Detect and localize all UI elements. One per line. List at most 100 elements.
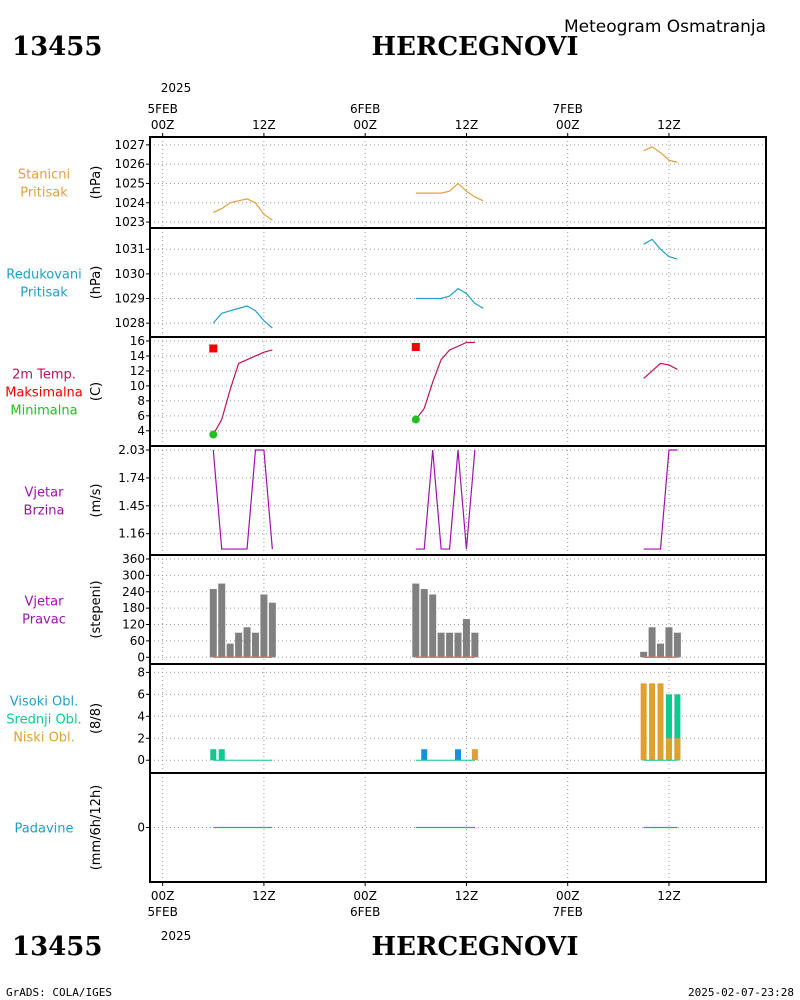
y-tick-label: 1026 [114, 157, 145, 171]
y-tick-label: 8 [137, 665, 145, 679]
footer-station-id: 13455 [12, 932, 102, 962]
wind-dir-bar [640, 651, 648, 658]
wind-dir-bar [665, 627, 673, 658]
series-line-pressure [643, 146, 678, 163]
panel-label-wind_dir: Pravac [22, 613, 66, 628]
y-tick-label: 4 [137, 709, 145, 723]
top-time-label: 12Z [252, 118, 276, 132]
top-time-label: 00Z [353, 118, 377, 132]
bottom-time-label: 7FEB [553, 905, 583, 919]
header-station-id: 13455 [12, 32, 102, 62]
y-tick-label: 6 [137, 687, 145, 701]
y-tick-label: 1024 [114, 196, 145, 210]
y-tick-label: 2.03 [118, 443, 145, 457]
unit-label-pressure: (hPa) [89, 166, 104, 200]
y-tick-label: 8 [137, 394, 145, 408]
y-tick-label: 0 [137, 821, 145, 835]
min-temp-marker [411, 415, 420, 424]
bottom-time-label: 12Z [455, 889, 479, 903]
y-tick-label: 1023 [114, 215, 145, 229]
y-tick-label: 1.16 [118, 527, 145, 541]
y-tick-label: 1025 [114, 176, 145, 190]
y-tick-label: 240 [122, 585, 145, 599]
series-line-temp [415, 341, 475, 420]
series-line-temp [643, 362, 678, 379]
top-time-label: 00Z [151, 118, 175, 132]
cloud-bar-low [640, 683, 647, 761]
y-tick-label: 300 [122, 568, 145, 582]
top-time-label: 00Z [556, 118, 580, 132]
y-tick-label: 1030 [114, 267, 145, 281]
y-tick-label: 0 [137, 650, 145, 664]
y-tick-label: 120 [122, 618, 145, 632]
wind-dir-bar [673, 632, 681, 658]
cloud-bar-low [665, 738, 672, 761]
wind-dir-bar [429, 594, 437, 658]
panel-label-temp: Minimalna [10, 404, 77, 419]
unit-label-wind_dir: (stepeni) [89, 580, 104, 638]
footer-station-name: HERCEGNOVI [372, 932, 579, 962]
panel-frame-reduced [149, 227, 767, 338]
y-tick-label: 1031 [114, 242, 145, 256]
cloud-bar-mid [665, 694, 672, 761]
y-tick-label: 1027 [114, 138, 145, 152]
wind-dir-bar [268, 602, 276, 658]
panel-label-reduced: Pritisak [20, 286, 68, 301]
panel-label-clouds: Niski Obl. [13, 731, 75, 746]
panel-label-pressure: Stanicni [18, 168, 70, 183]
series-line-wind_speed [643, 449, 678, 550]
credit-label: GrADS: COLA/IGES [6, 986, 112, 999]
series-line-reduced [643, 238, 678, 260]
panel-frame-pressure [149, 136, 767, 229]
unit-label-reduced: (hPa) [89, 266, 104, 300]
header-station-name: HERCEGNOVI [372, 32, 579, 62]
top-year-label: 2025 [161, 81, 192, 95]
panel-label-clouds: Visoki Obl. [10, 695, 78, 710]
panel-label-wind_dir: Vjetar [25, 595, 65, 610]
top-time-label: 12Z [657, 118, 681, 132]
plot-layer: 1023 1024 1025 1026 1027 Stanicni Pritisak (hPa… [5, 102, 767, 919]
series-line-pressure [213, 198, 273, 221]
unit-label-precip: (mm/6h/12h) [89, 785, 104, 871]
y-tick-label: 1029 [114, 292, 145, 306]
cloud-bar-mid [210, 749, 217, 761]
cloud-bar-mid [674, 694, 681, 761]
wind-dir-bar [235, 632, 243, 658]
bottom-time-label: 00Z [353, 889, 377, 903]
series-line-reduced [212, 305, 273, 329]
wind-dir-bar [420, 589, 428, 658]
max-temp-marker [209, 344, 218, 353]
y-tick-label: 180 [122, 601, 145, 615]
cloud-bar-low [649, 683, 656, 761]
wind-dir-bar [657, 643, 665, 658]
bottom-time-label: 12Z [657, 889, 681, 903]
max-temp-marker [411, 342, 420, 351]
wind-dir-bar [243, 627, 251, 658]
cloud-bar-high [421, 749, 428, 761]
wind-dir-bar [209, 589, 217, 658]
y-tick-label: 60 [130, 634, 145, 648]
wind-dir-bar [218, 583, 226, 658]
top-time-label: 12Z [455, 118, 479, 132]
series-line-reduced [415, 287, 484, 309]
cloud-bar-low [657, 683, 664, 761]
y-tick-label: 0 [137, 753, 145, 767]
wind-dir-bar [462, 619, 470, 658]
y-tick-label: 4 [137, 424, 145, 438]
wind-dir-bar [648, 627, 656, 658]
bottom-time-label: 00Z [151, 889, 175, 903]
wind-dir-bar [437, 632, 445, 658]
y-tick-label: 12 [130, 364, 145, 378]
series-line-wind_speed [415, 449, 476, 550]
y-tick-label: 360 [122, 552, 145, 566]
bottom-year-label: 2025 [161, 929, 192, 943]
y-tick-label: 14 [130, 349, 145, 363]
y-tick-label: 1.45 [118, 499, 145, 513]
panel-frame-wind_speed [149, 445, 767, 556]
wind-dir-bar [454, 632, 462, 658]
y-tick-label: 10 [130, 379, 145, 393]
panel-label-wind_speed: Vjetar [25, 486, 65, 501]
chart-subtitle: Meteogram Osmatranja [564, 17, 766, 37]
unit-label-wind_speed: (m/s) [89, 484, 104, 518]
